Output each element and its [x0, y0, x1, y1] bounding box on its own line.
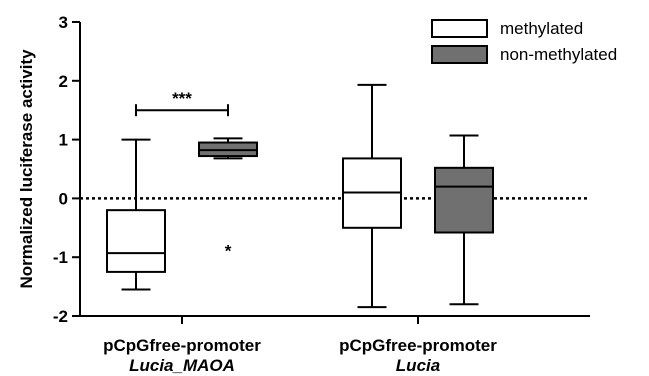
significance-label: *** [172, 89, 192, 108]
significance-bracket: *** [135, 89, 229, 117]
legend-label: non-methylated [500, 45, 617, 64]
box-plots: * [106, 83, 494, 309]
x-category-sublabel: Lucia [396, 356, 440, 375]
x-axis: pCpGfree-promoterLucia_MAOApCpGfree-prom… [80, 315, 590, 375]
box-non-methylated-1 [434, 134, 494, 306]
x-category-label: pCpGfree-promoter [339, 336, 497, 355]
outlier-marker: * [225, 242, 232, 261]
y-tick-label: -1 [53, 248, 68, 267]
legend-label: methylated [500, 19, 583, 38]
y-axis-label: Normalized luciferase activity [17, 49, 36, 289]
legend-swatch [431, 19, 488, 38]
y-tick-label: 3 [59, 13, 68, 32]
legend: methylated non-methylated [431, 19, 617, 64]
box-methylated-1 [342, 83, 402, 309]
x-category-label: pCpGfree-promoter [103, 336, 261, 355]
box-non-methylated-0: * [198, 137, 258, 261]
legend-swatch [431, 45, 488, 64]
y-tick-label: -2 [53, 307, 68, 326]
y-tick-label: 2 [59, 72, 68, 91]
box-iqr [106, 209, 166, 273]
y-tick-label: 1 [59, 131, 68, 150]
box-iqr [434, 166, 494, 234]
y-tick-label: 0 [59, 189, 68, 208]
box-methylated-0 [106, 138, 166, 291]
y-axis: -2 -1 0 1 2 3 [53, 13, 81, 326]
x-category-sublabel: Lucia_MAOA [129, 356, 235, 375]
